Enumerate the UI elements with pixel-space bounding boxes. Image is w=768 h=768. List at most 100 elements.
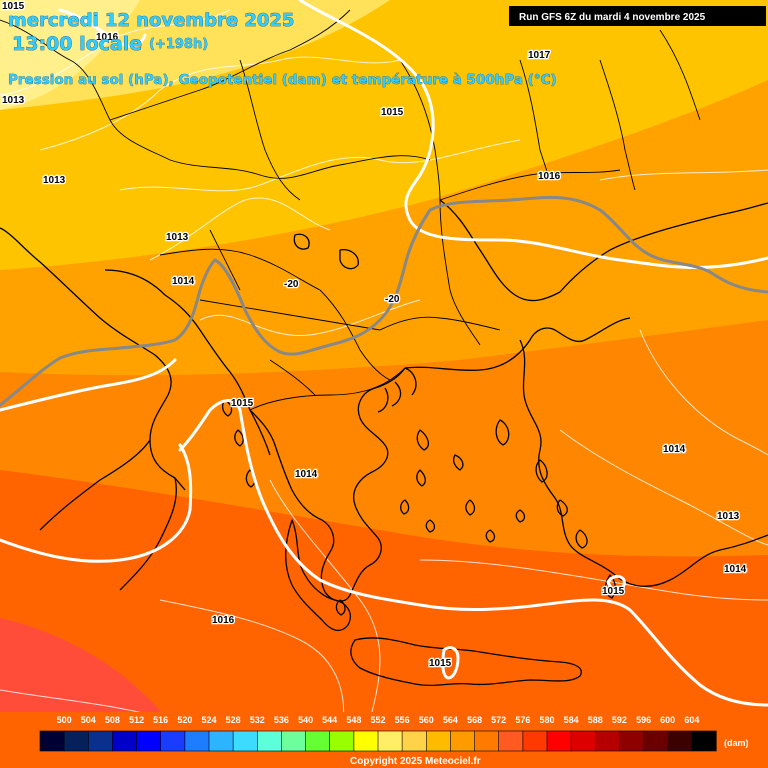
isotherm-minus20 bbox=[0, 195, 768, 407]
legend-swatch bbox=[594, 730, 620, 752]
legend-value: 516 bbox=[153, 715, 168, 725]
legend-value: 524 bbox=[201, 715, 216, 725]
legend-value: 584 bbox=[564, 715, 579, 725]
legend-swatch bbox=[401, 730, 427, 752]
legend-value: 576 bbox=[515, 715, 530, 725]
label-1013-nw: 1013 bbox=[2, 95, 25, 106]
field-description: Pression au sol (hPa), Geopotentiel (dam… bbox=[8, 72, 557, 88]
legend-value: 556 bbox=[395, 715, 410, 725]
label-1014-turkey: 1014 bbox=[663, 444, 686, 455]
label-1014-c: 1014 bbox=[172, 276, 195, 287]
legend-swatches bbox=[39, 730, 717, 752]
isobar-1016-nw bbox=[58, 8, 147, 48]
legend-value: 520 bbox=[177, 715, 192, 725]
legend-swatch bbox=[498, 730, 524, 752]
label-1017-n: 1017 bbox=[528, 50, 551, 61]
legend-value: 560 bbox=[419, 715, 434, 725]
thin-isobars bbox=[0, 9, 768, 768]
legend-unit: (dam) bbox=[724, 738, 749, 748]
legend-value: 508 bbox=[105, 715, 120, 725]
legend-swatch bbox=[643, 730, 669, 752]
legend-value: 512 bbox=[129, 715, 144, 725]
country-borders bbox=[0, 9, 701, 411]
run-badge: Run GFS 6Z du mardi 4 novembre 2025 bbox=[509, 6, 766, 26]
time-line: 13:00 locale bbox=[12, 33, 142, 55]
legend-value: 568 bbox=[467, 715, 482, 725]
legend-swatch bbox=[474, 730, 500, 752]
run-text: Run GFS 6Z du mardi 4 novembre 2025 bbox=[519, 12, 706, 23]
legend-value: 548 bbox=[346, 715, 361, 725]
legend-swatch bbox=[136, 730, 162, 752]
legend-swatch bbox=[160, 730, 186, 752]
legend-swatch bbox=[450, 730, 476, 752]
label-1015-balkan: 1015 bbox=[231, 398, 254, 409]
legend-value: 588 bbox=[588, 715, 603, 725]
label-1014-greece: 1014 bbox=[295, 469, 318, 480]
legend-swatch bbox=[184, 730, 210, 752]
legend-swatch bbox=[208, 730, 234, 752]
legend-value: 552 bbox=[370, 715, 385, 725]
legend-swatch bbox=[305, 730, 331, 752]
legend-value: 500 bbox=[57, 715, 72, 725]
legend-swatch bbox=[377, 730, 403, 752]
legend-swatch bbox=[425, 730, 451, 752]
legend-swatch bbox=[232, 730, 258, 752]
label-1014-se: 1014 bbox=[724, 564, 747, 575]
legend-value: 580 bbox=[539, 715, 554, 725]
legend-swatch bbox=[63, 730, 89, 752]
legend-swatch bbox=[39, 730, 65, 752]
coastlines bbox=[0, 199, 768, 687]
legend-swatch bbox=[112, 730, 138, 752]
isobar-1015-north bbox=[298, 0, 768, 269]
legend-value: 536 bbox=[274, 715, 289, 725]
label-1016-ionian: 1016 bbox=[212, 615, 235, 626]
band-548 bbox=[0, 0, 140, 110]
header: mercredi 12 novembre 2025 13:00 locale (… bbox=[8, 10, 557, 89]
date-line: mercredi 12 novembre 2025 bbox=[8, 10, 294, 31]
legend-value: 540 bbox=[298, 715, 313, 725]
legend: 500 504 508 512 516 520 524 528 532 536 540 544 548 5… bbox=[0, 712, 768, 768]
legend-swatch bbox=[546, 730, 572, 752]
temperature-labels: -20 -20 bbox=[283, 278, 401, 307]
legend-swatch bbox=[570, 730, 596, 752]
label-minus20-east: -20 bbox=[385, 294, 400, 305]
legend-value: 504 bbox=[81, 715, 96, 725]
legend-value: 600 bbox=[660, 715, 675, 725]
legend-swatch bbox=[329, 730, 355, 752]
isobar-1015-west bbox=[0, 358, 177, 412]
legend-swatch bbox=[667, 730, 693, 752]
legend-value: 596 bbox=[636, 715, 651, 725]
legend-value: 604 bbox=[684, 715, 699, 725]
isobar-1015-balkan bbox=[178, 399, 768, 707]
legend-value: 544 bbox=[322, 715, 337, 725]
lead-time: (+198h) bbox=[149, 37, 208, 52]
legend-swatch bbox=[522, 730, 548, 752]
label-1016-e: 1016 bbox=[538, 171, 561, 182]
legend-value: 592 bbox=[612, 715, 627, 725]
label-1013-turkey: 1013 bbox=[717, 511, 740, 522]
copyright: Copyright 2025 Meteociel.fr bbox=[350, 756, 481, 767]
legend-swatch bbox=[353, 730, 379, 752]
isobars-5hpa bbox=[0, 0, 768, 707]
legend-swatch bbox=[88, 730, 114, 752]
legend-value: 532 bbox=[250, 715, 265, 725]
isobar-1015-rhodes bbox=[606, 574, 626, 592]
legend-value: 528 bbox=[226, 715, 241, 725]
legend-swatch bbox=[281, 730, 307, 752]
label-1013-c: 1013 bbox=[166, 232, 189, 243]
legend-swatch bbox=[256, 730, 282, 752]
legend-values: 500 504 508 512 516 520 524 528 532 536 540 544 548 5… bbox=[57, 715, 700, 725]
legend-swatch bbox=[619, 730, 645, 752]
label-1016-nw: 1016 bbox=[96, 32, 119, 43]
isobar-1015-crete bbox=[441, 646, 460, 680]
label-1015-n: 1015 bbox=[381, 107, 404, 118]
label-1015-crete: 1015 bbox=[429, 658, 452, 669]
legend-value: 564 bbox=[443, 715, 458, 725]
label-1015-rhodes: 1015 bbox=[602, 586, 625, 597]
legend-swatch bbox=[691, 730, 717, 752]
label-minus20-west: -20 bbox=[284, 279, 299, 290]
label-1015-corner: 1015 bbox=[2, 1, 25, 12]
legend-value: 572 bbox=[491, 715, 506, 725]
label-1013-w: 1013 bbox=[43, 175, 66, 186]
